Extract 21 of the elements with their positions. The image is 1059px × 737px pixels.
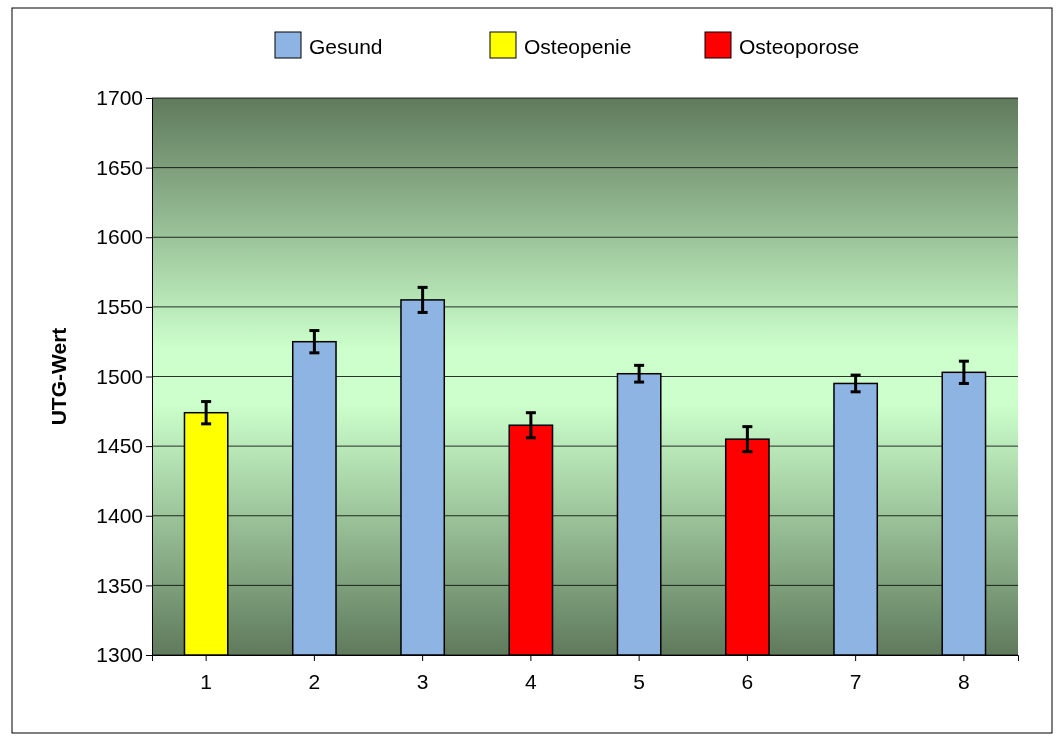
legend-label: Osteopenie [524,35,632,58]
y-tick-label: 1450 [96,434,143,458]
x-tick-label: 7 [849,670,862,694]
y-tick-label: 1650 [96,155,143,179]
legend-label: Gesund [309,35,383,58]
x-tick-label: 5 [633,670,645,694]
y-tick-label: 1600 [96,225,143,249]
x-tick-label: 8 [958,670,970,694]
y-tick-label: 1350 [96,573,143,597]
y-tick-label: 1400 [96,503,143,527]
y-tick-label: 1550 [96,295,143,319]
x-tick-label: 3 [416,670,429,694]
x-tick-label: 4 [525,670,538,694]
y-tick-label: 1700 [96,86,143,110]
x-tick-label: 6 [741,670,754,694]
y-axis-title: UTG-Wert [47,327,70,426]
y-tick-label: 1500 [96,364,143,388]
x-tick-label: 2 [308,670,321,694]
x-tick-label: 1 [200,670,212,694]
legend-label: Osteoporose [739,35,860,58]
y-tick-label: 1300 [96,643,143,667]
